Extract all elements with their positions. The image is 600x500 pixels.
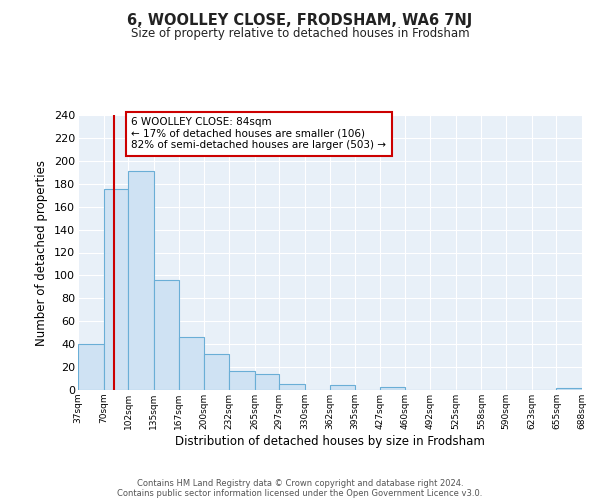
Bar — [279, 384, 305, 390]
Bar — [104, 190, 128, 390]
Bar — [78, 344, 104, 390]
Y-axis label: Number of detached properties: Number of detached properties — [35, 160, 49, 346]
Text: Size of property relative to detached houses in Frodsham: Size of property relative to detached ho… — [131, 28, 469, 40]
X-axis label: Distribution of detached houses by size in Frodsham: Distribution of detached houses by size … — [175, 434, 485, 448]
Bar — [380, 386, 406, 390]
Bar — [128, 171, 154, 390]
Bar — [254, 374, 279, 390]
Text: 6, WOOLLEY CLOSE, FRODSHAM, WA6 7NJ: 6, WOOLLEY CLOSE, FRODSHAM, WA6 7NJ — [127, 12, 473, 28]
Text: Contains HM Land Registry data © Crown copyright and database right 2024.: Contains HM Land Registry data © Crown c… — [137, 478, 463, 488]
Text: 6 WOOLLEY CLOSE: 84sqm
← 17% of detached houses are smaller (106)
82% of semi-de: 6 WOOLLEY CLOSE: 84sqm ← 17% of detached… — [131, 118, 386, 150]
Bar — [556, 388, 582, 390]
Bar — [179, 338, 204, 390]
Bar — [154, 280, 179, 390]
Bar — [329, 386, 355, 390]
Text: Contains public sector information licensed under the Open Government Licence v3: Contains public sector information licen… — [118, 488, 482, 498]
Bar — [204, 354, 229, 390]
Bar — [229, 370, 254, 390]
